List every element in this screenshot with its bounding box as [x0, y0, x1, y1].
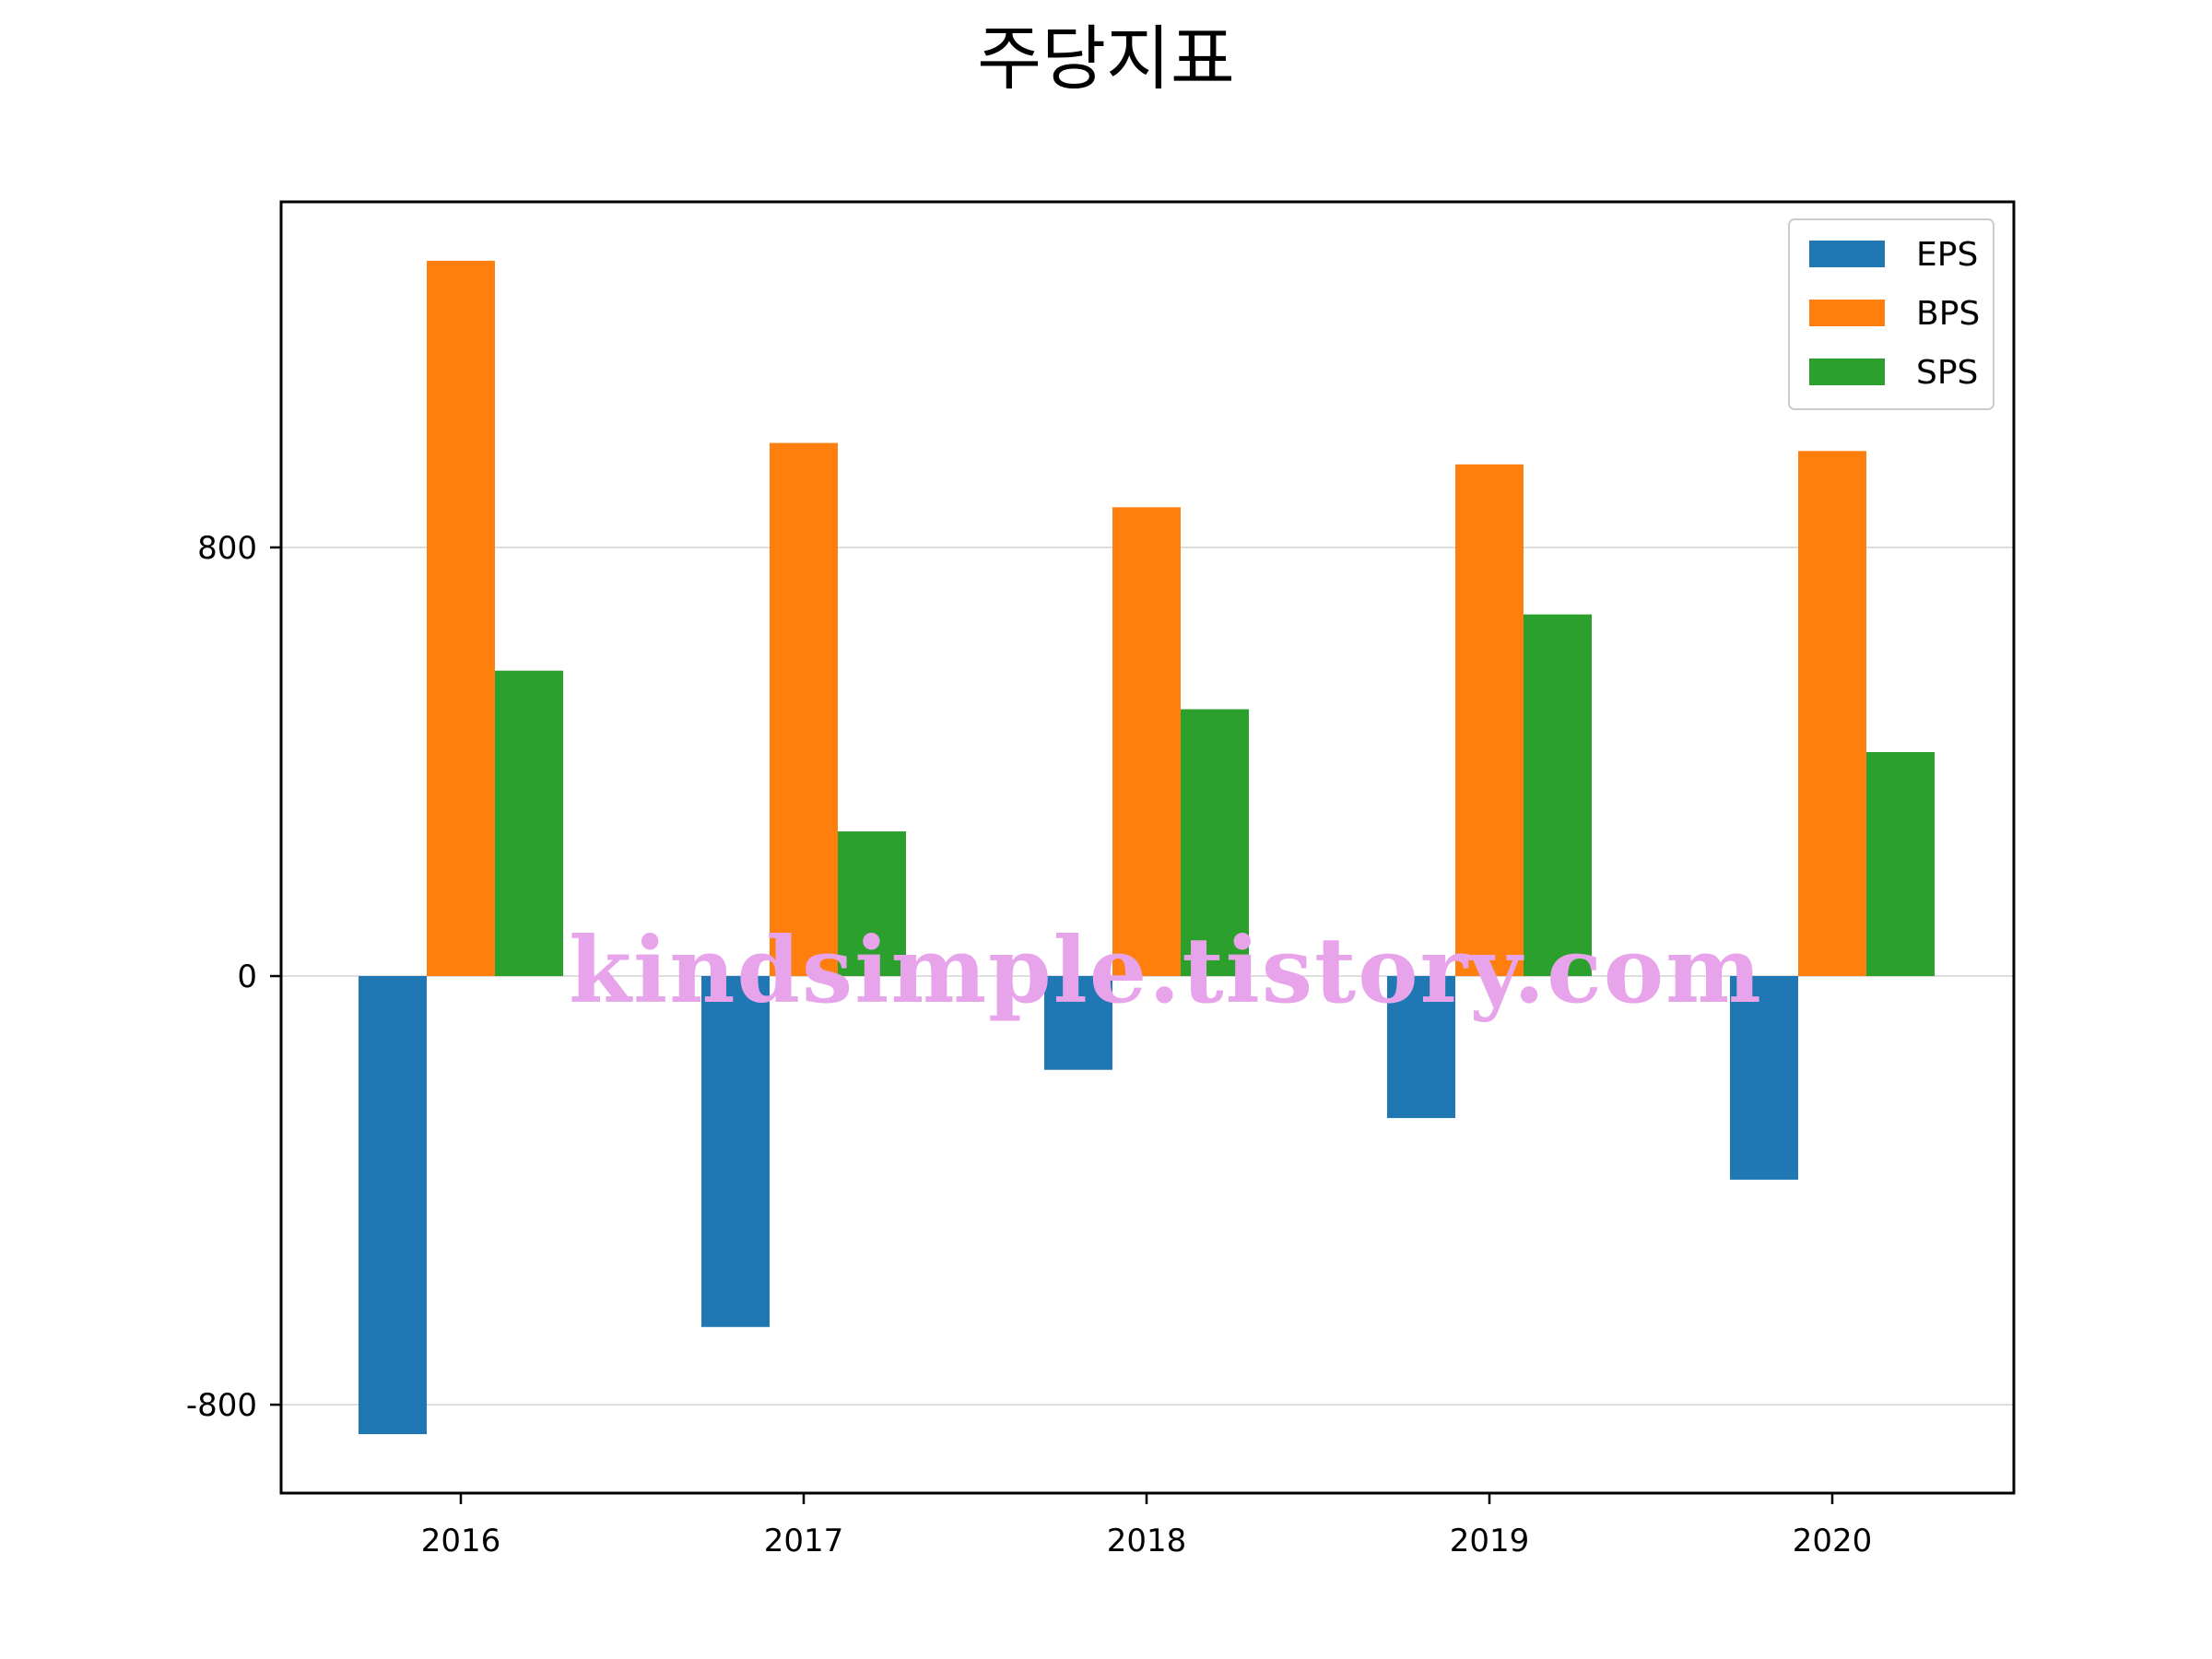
- bars: [359, 260, 1935, 1435]
- bar-sps-2016: [495, 670, 563, 977]
- bar-bps-2017: [770, 442, 838, 977]
- y-tick-label: 800: [197, 530, 257, 567]
- legend-swatch-sps: [1809, 359, 1885, 385]
- bar-sps-2019: [1524, 614, 1592, 977]
- y-tick-label: -800: [186, 1387, 257, 1424]
- legend-label-eps: EPS: [1916, 236, 1978, 274]
- legend-label-bps: BPS: [1916, 295, 1980, 333]
- legend-swatch-eps: [1809, 241, 1885, 267]
- legend-swatch-bps: [1809, 300, 1885, 326]
- bar-bps-2019: [1455, 464, 1524, 977]
- x-tick-label: 2020: [1793, 1523, 1873, 1559]
- bar-bps-2020: [1798, 451, 1866, 977]
- plot-frame: [279, 200, 2016, 1495]
- bar-eps-2018: [1044, 976, 1112, 1070]
- x-axis: 2016 2017 2018 2019 2020: [421, 1493, 1873, 1559]
- legend: EPS BPS SPS: [1788, 218, 1994, 410]
- bar-eps-2020: [1730, 976, 1798, 1180]
- bar-sps-2018: [1181, 709, 1249, 977]
- bar-sps-2017: [838, 831, 906, 977]
- x-tick-label: 2017: [764, 1523, 844, 1559]
- legend-label-sps: SPS: [1916, 354, 1978, 392]
- bar-eps-2016: [359, 976, 427, 1435]
- y-axis: -800 0 800: [186, 530, 281, 1424]
- bar-bps-2018: [1112, 507, 1181, 977]
- y-tick-label: 0: [237, 959, 257, 995]
- bar-eps-2017: [701, 976, 770, 1327]
- x-tick-label: 2018: [1107, 1523, 1187, 1559]
- chart-title: 주당지표: [977, 18, 1235, 100]
- bar-bps-2016: [427, 260, 495, 977]
- x-tick-label: 2019: [1450, 1523, 1530, 1559]
- watermark-text: kindsimple.tistory.com: [569, 918, 1763, 1024]
- x-tick-label: 2016: [421, 1523, 501, 1559]
- bar-sps-2020: [1866, 752, 1935, 977]
- bar-eps-2019: [1387, 976, 1455, 1119]
